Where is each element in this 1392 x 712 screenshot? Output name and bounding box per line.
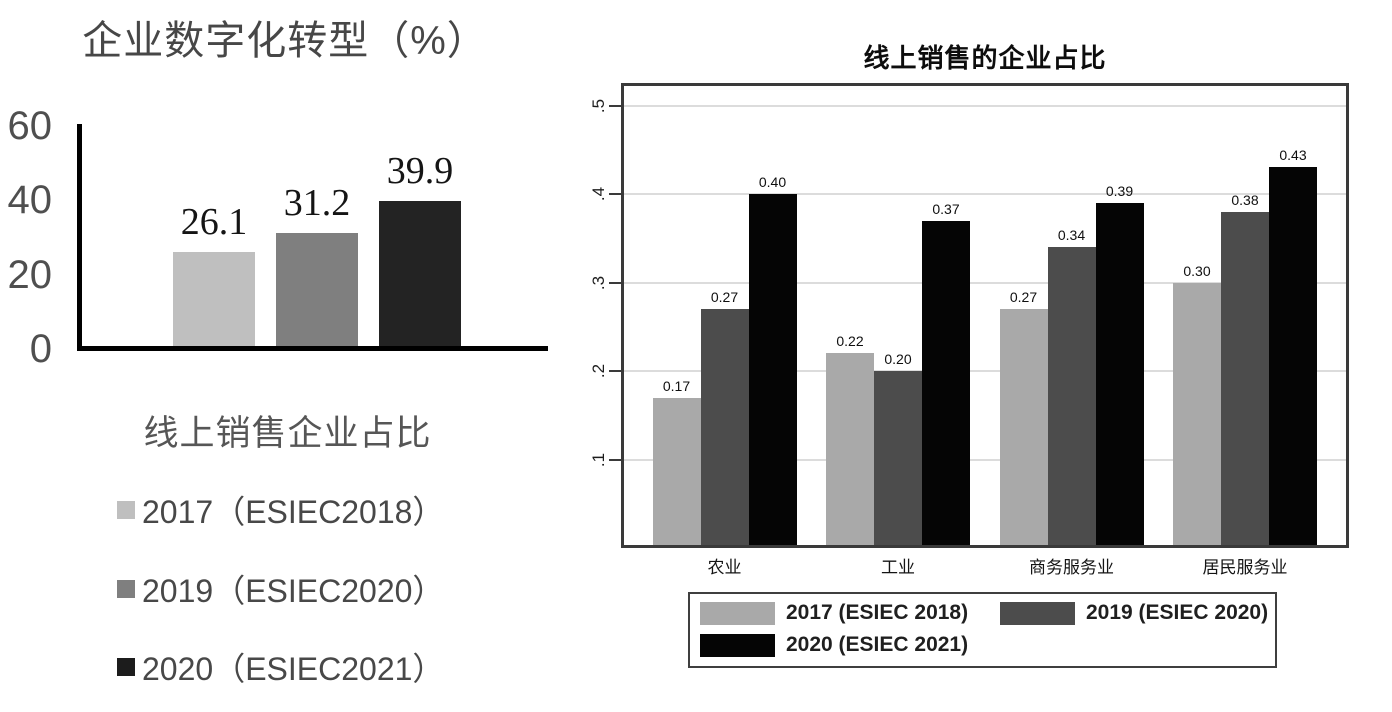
legend-swatch [117,579,135,598]
legend-swatch [117,501,135,519]
gridline [624,458,1346,461]
left-chart-title: 企业数字化转型（%） [82,19,488,63]
legend-item: 2017 (ESIEC 2018) [700,601,968,625]
bar-value-label: 31.2 [283,181,351,224]
right-chart-legend: 2017 (ESIEC 2018) 2019 (ESIEC 2020) 2020 (… [688,592,1277,668]
legend-swatch [700,601,775,625]
legend-label: 2020（ESIEC2021） [142,651,445,687]
y-tick-mark [609,104,621,107]
bar-2 [276,232,358,349]
bar-农业-1 [652,397,701,545]
bar-工业-3 [922,220,970,545]
right-chart-title: 线上销售的企业占比 [863,43,1107,73]
bar-居民服务业-3 [1269,167,1317,545]
bar-3 [379,200,461,349]
bar-value-label: 0.27 [710,289,739,306]
legend-item: 2019 (ESIEC 2020) [1000,601,1268,625]
bar-value-label: 39.9 [386,149,454,192]
legend-swatch [700,633,775,657]
legend-swatch [117,658,135,676]
bar-1 [173,251,255,349]
bar-商务服务业-3 [1095,202,1144,545]
legend-item: 2020（ESIEC2021） [117,649,444,687]
bar-居民服务业-2 [1221,211,1269,545]
x-category-label: 农业 [707,558,742,577]
bar-value-label: 0.27 [1009,289,1038,306]
bar-value-label: 0.43 [1279,147,1307,164]
legend-item: 2017（ESIEC2018） [117,492,444,530]
bar-value-label: 0.40 [758,174,787,190]
x-axis-line [77,346,548,351]
gridline [624,104,1346,107]
bar-value-label: 0.38 [1231,191,1259,208]
y-tick-mark [609,193,621,195]
legend-label: 2017 (ESIEC 2018) [786,601,969,624]
gridline [624,281,1346,284]
y-axis-tick-label: 20 [7,252,53,297]
x-category-label: 工业 [881,558,915,577]
bar-value-label: 0.20 [884,351,912,367]
bar-商务服务业-2 [1047,247,1096,545]
bar-value-label: 0.37 [932,200,960,217]
bar-商务服务业-1 [999,309,1048,545]
bar-工业-2 [874,371,922,545]
legend-label: 2019（ESIEC2020） [142,572,445,609]
y-tick-mark [609,281,621,284]
legend-item: 2019（ESIEC2020） [117,571,444,609]
bar-居民服务业-1 [1173,282,1221,545]
y-axis-tick-label: 40 [7,178,53,223]
bar-value-label: 0.34 [1057,227,1086,244]
legend-item: 2020 (ESIEC 2021) [700,633,968,657]
y-tick-mark [609,370,621,372]
y-tick-mark [609,458,621,461]
gridline [624,193,1346,195]
legend-swatch [1000,601,1075,625]
bar-value-label: 0.17 [662,377,691,394]
legend-label: 2020 (ESIEC 2021) [786,633,969,656]
y-axis-tick-label: 60 [7,103,53,148]
bar-工业-1 [826,353,874,545]
left-chart-legend-title: 线上销售企业占比 [143,414,432,453]
x-category-label: 商务服务业 [1029,558,1114,577]
y-axis-tick-label: 0 [29,327,52,371]
bar-value-label: 0.30 [1183,262,1211,279]
legend-label: 2019 (ESIEC 2020) [1086,601,1269,624]
bar-农业-3 [748,194,797,545]
gridline [624,370,1346,372]
x-category-label: 居民服务业 [1202,558,1288,577]
y-axis-line [77,124,82,351]
bar-value-label: 0.22 [836,333,864,350]
bar-value-label: 0.39 [1105,182,1134,199]
bar-农业-2 [700,309,749,545]
bar-value-label: 26.1 [180,200,248,243]
legend-label: 2017（ESIEC2018） [142,494,445,530]
